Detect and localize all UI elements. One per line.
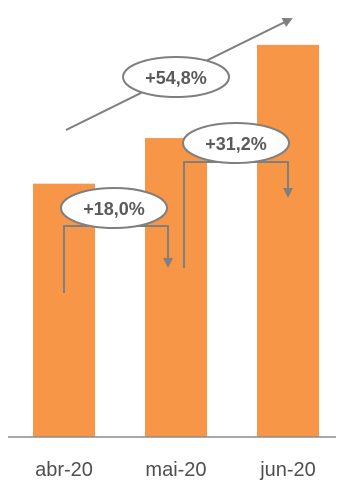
x-tick-labels: abr-20 mai-20 jun-20	[35, 459, 316, 480]
annotation-label-2: +31,2%	[205, 134, 267, 154]
annotations-layer: +18,0% +31,2% +54,8%	[60, 18, 293, 293]
bar-mai-20	[145, 138, 207, 438]
annotation-bubble-1	[60, 187, 168, 229]
annotation-label-3: +54,8%	[145, 68, 207, 88]
annotation-bubble-3	[122, 56, 230, 98]
x-tick-label: abr-20	[35, 459, 93, 480]
bars-layer	[33, 44, 319, 438]
x-tick-label: mai-20	[145, 459, 206, 480]
x-tick-label: jun-20	[259, 459, 316, 480]
annotation-bubble-2	[182, 122, 290, 164]
bar-jun-20	[257, 44, 319, 438]
annotation-label-1: +18,0%	[83, 199, 145, 219]
